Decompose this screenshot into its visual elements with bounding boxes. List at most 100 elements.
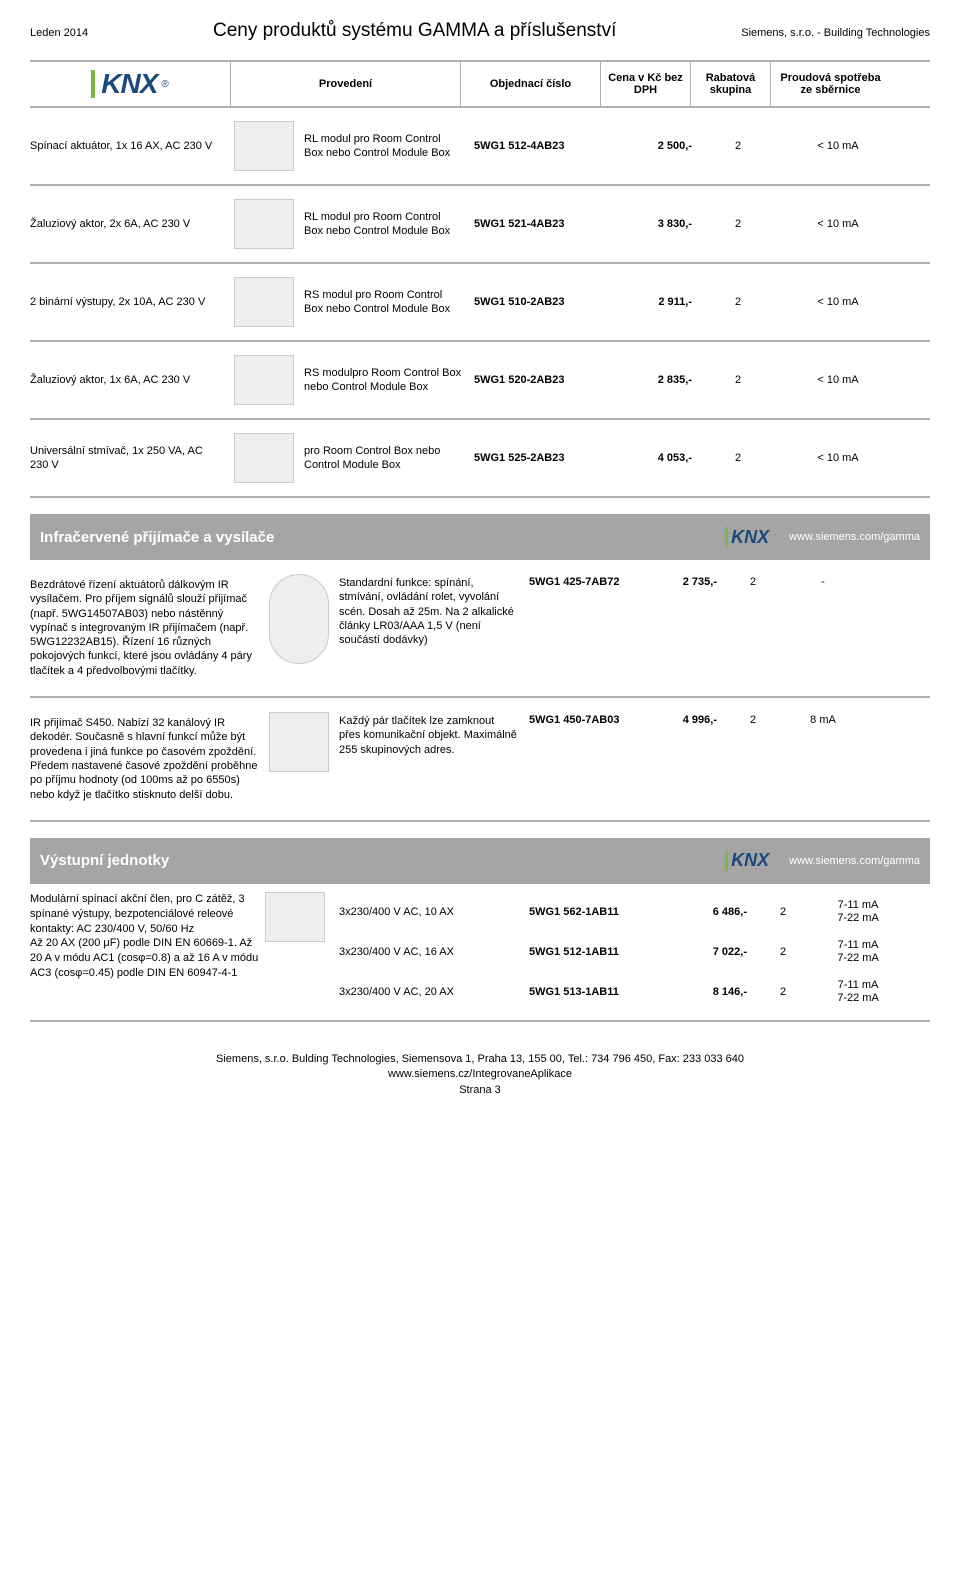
data-line: 3x230/400 V AC, 10 AX 5WG1 562-1AB11 6 4… (333, 892, 930, 932)
product-image (269, 574, 329, 664)
table-row: IR přijímač S450. Nabízí 32 kanálový IR … (30, 698, 930, 822)
knx-logo-bar (725, 527, 728, 547)
row-rabat: 2 (698, 446, 778, 470)
row-price: 2 500,- (608, 134, 698, 158)
row-prov: RL modul pro Room Control Box nebo Contr… (298, 204, 468, 245)
product-image (234, 199, 294, 249)
row-rabat: 2 (723, 570, 783, 594)
row-rabat: 2 (698, 212, 778, 236)
line-ord: 5WG1 513-1AB11 (523, 982, 663, 1002)
row-price: 2 835,- (608, 368, 698, 392)
table-row-multi: Modulární spínací akční člen, pro C zátě… (30, 884, 930, 1022)
table-row: Bezdrátové řízení aktuátorů dálkovým IR … (30, 560, 930, 698)
line-proud: 7-11 mA 7-22 mA (813, 975, 903, 1009)
product-image (234, 277, 294, 327)
data-lines: 3x230/400 V AC, 10 AX 5WG1 562-1AB11 6 4… (333, 892, 930, 1012)
row-prov: pro Room Control Box nebo Control Module… (298, 438, 468, 479)
row-rabat: 2 (698, 290, 778, 314)
row-proud: < 10 mA (778, 290, 898, 314)
knx-logo-bar (725, 851, 728, 871)
row-ord: 5WG1 520-2AB23 (468, 368, 608, 392)
row-ord: 5WG1 521-4AB23 (468, 212, 608, 236)
data-line: 3x230/400 V AC, 20 AX 5WG1 513-1AB11 8 1… (333, 972, 930, 1012)
table-row: 2 binární výstupy, 2x 10A, AC 230 V RS m… (30, 264, 930, 342)
line-ord: 5WG1 562-1AB11 (523, 902, 663, 922)
row-desc: Žaluziový aktor, 1x 6A, AC 230 V (30, 365, 230, 395)
section-header-output: Výstupní jednotky KNX www.siemens.com/ga… (30, 838, 930, 884)
line-prov: 3x230/400 V AC, 20 AX (333, 982, 523, 1002)
row-ord: 5WG1 450-7AB03 (523, 708, 643, 732)
header-title: Ceny produktů systému GAMMA a příslušens… (88, 20, 741, 42)
row-proud: 8 mA (783, 708, 863, 732)
row-proud: < 10 mA (778, 368, 898, 392)
col-cena: Cena v Kč bez DPH (600, 62, 690, 106)
row-desc: Universální stmívač, 1x 250 VA, AC 230 V (30, 436, 230, 481)
line-prov: 3x230/400 V AC, 10 AX (333, 902, 523, 922)
row-prov: Standardní funkce: spínání, stmívání, ov… (333, 570, 523, 653)
row-price: 4 996,- (643, 708, 723, 732)
row-prov: Každý pár tlačítek lze zamknout přes kom… (333, 708, 523, 763)
col-objednaci: Objednací číslo (460, 62, 600, 106)
data-line: 3x230/400 V AC, 16 AX 5WG1 512-1AB11 7 0… (333, 932, 930, 972)
line-proud: 7-11 mA 7-22 mA (813, 935, 903, 969)
section-title: Infračervené přijímače a vysílače (40, 529, 725, 546)
knx-logo-reg: ® (161, 79, 168, 90)
table-row: Universální stmívač, 1x 250 VA, AC 230 V… (30, 420, 930, 498)
product-image (269, 712, 329, 772)
row-prov: RL modul pro Room Control Box nebo Contr… (298, 126, 468, 167)
table-row: Spínací aktuátor, 1x 16 AX, AC 230 V RL … (30, 108, 930, 186)
knx-logo-text: KNX (101, 68, 157, 100)
line-ord: 5WG1 512-1AB11 (523, 942, 663, 962)
row-desc: Žaluziový aktor, 2x 6A, AC 230 V (30, 209, 230, 239)
header-right: Siemens, s.r.o. - Building Technologies (741, 27, 930, 39)
product-image (234, 121, 294, 171)
line-rabat: 2 (753, 942, 813, 962)
line-price: 8 146,- (663, 982, 753, 1002)
header-left: Leden 2014 (30, 27, 88, 39)
section-link: www.siemens.com/gamma (789, 531, 920, 543)
row-rabat: 2 (698, 368, 778, 392)
line-price: 6 486,- (663, 902, 753, 922)
knx-logo-text: KNX (731, 527, 769, 548)
row-proud: < 10 mA (778, 446, 898, 470)
footer-line2: www.siemens.cz/IntegrovaneAplikace (30, 1067, 930, 1082)
section-header-ir: Infračervené přijímače a vysílače KNX ww… (30, 514, 930, 560)
knx-logo-text: KNX (731, 850, 769, 871)
row-ord: 5WG1 512-4AB23 (468, 134, 608, 158)
knx-small-logo: KNX (725, 527, 769, 548)
row-desc: Modulární spínací akční člen, pro C zátě… (30, 892, 265, 1012)
row-rabat: 2 (723, 708, 783, 732)
row-price: 4 053,- (608, 446, 698, 470)
section-link: www.siemens.com/gamma (789, 855, 920, 867)
row-ord: 5WG1 525-2AB23 (468, 446, 608, 470)
knx-logo-bar (91, 70, 95, 98)
product-image-col (265, 892, 333, 1012)
row-proud: - (783, 570, 863, 594)
row-price: 2 911,- (608, 290, 698, 314)
row-prov: RS modulpro Room Control Box nebo Contro… (298, 360, 468, 401)
product-image (234, 355, 294, 405)
row-proud: < 10 mA (778, 212, 898, 236)
knx-small-logo: KNX (725, 850, 769, 871)
row-price: 2 735,- (643, 570, 723, 594)
row-desc: 2 binární výstupy, 2x 10A, AC 230 V (30, 287, 230, 317)
row-prov: RS modul pro Room Control Box nebo Contr… (298, 282, 468, 323)
product-image (234, 433, 294, 483)
row-ord: 5WG1 425-7AB72 (523, 570, 643, 594)
section-title: Výstupní jednotky (40, 852, 725, 869)
col-provedeni: Provedení (230, 62, 460, 106)
line-price: 7 022,- (663, 942, 753, 962)
line-prov: 3x230/400 V AC, 16 AX (333, 942, 523, 962)
page-header: Leden 2014 Ceny produktů systému GAMMA a… (30, 20, 930, 42)
product-image (265, 892, 325, 942)
row-desc: Spínací aktuátor, 1x 16 AX, AC 230 V (30, 131, 230, 161)
column-headers: KNX ® Provedení Objednací číslo Cena v K… (30, 60, 930, 108)
row-price: 3 830,- (608, 212, 698, 236)
row-proud: < 10 mA (778, 134, 898, 158)
row-rabat: 2 (698, 134, 778, 158)
footer-line3: Strana 3 (30, 1083, 930, 1098)
page-footer: Siemens, s.r.o. Bulding Technologies, Si… (30, 1052, 930, 1098)
col-proud: Proudová spotřeba ze sběrnice (770, 62, 890, 106)
table-row: Žaluziový aktor, 1x 6A, AC 230 V RS modu… (30, 342, 930, 420)
row-desc: Bezdrátové řízení aktuátorů dálkovým IR … (30, 570, 265, 686)
